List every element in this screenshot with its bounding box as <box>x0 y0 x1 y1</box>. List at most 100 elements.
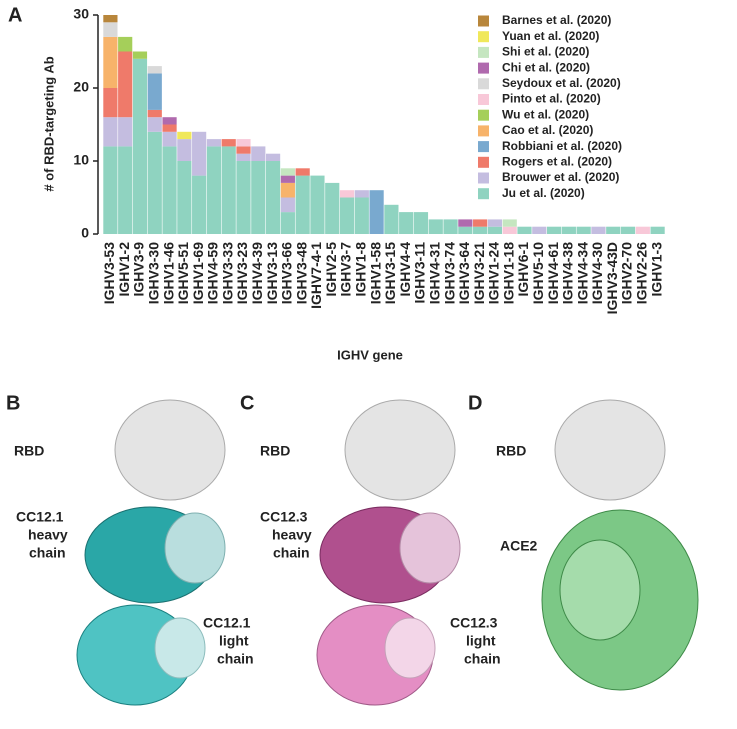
panel-label: A <box>8 4 22 26</box>
structure-label: heavy <box>272 527 312 543</box>
bar-segment <box>620 226 636 234</box>
legend-label: Robbiani et al. (2020) <box>502 139 622 153</box>
x-tick-label: IGHV2-5 <box>323 242 339 297</box>
bar-segment <box>192 175 207 234</box>
structure-c <box>316 399 461 706</box>
bar-segment <box>103 15 118 23</box>
bar-segment <box>206 139 222 147</box>
bar-segment <box>162 117 177 125</box>
bar-segment <box>576 226 591 234</box>
legend-swatch <box>478 125 489 137</box>
bar-segment <box>132 58 148 234</box>
bar-segment <box>606 226 621 234</box>
x-tick-label: IGHV4-34 <box>574 242 590 304</box>
bar-segment <box>177 139 192 161</box>
bar-segment <box>473 226 488 234</box>
structure-label: light <box>219 633 249 649</box>
bar-segment <box>192 131 207 176</box>
bar-segment <box>354 190 369 198</box>
bar-segment <box>546 226 562 234</box>
x-tick-label: IGHV3-33 <box>219 242 235 304</box>
x-tick-label: IGHV1-69 <box>190 242 206 304</box>
bar-segment <box>487 226 503 234</box>
y-tick-label: 10 <box>73 152 89 168</box>
x-tick-label: IGHV3-30 <box>145 242 161 304</box>
structure-label: light <box>466 633 496 649</box>
structure-label: CC12.3 <box>260 509 308 525</box>
structure-label: ACE2 <box>500 538 538 554</box>
bar-segment <box>443 219 458 234</box>
bar-segment <box>147 109 162 118</box>
bar-segment <box>147 131 162 234</box>
legend-label: Yuan et al. (2020) <box>502 29 599 43</box>
bar-segment <box>487 219 503 227</box>
structure-label: RBD <box>496 443 526 459</box>
legend-swatch <box>478 188 489 200</box>
bar-segment <box>103 88 118 118</box>
bar-segment <box>325 182 340 234</box>
structure-label: chain <box>217 651 254 667</box>
bar-segment <box>236 146 251 154</box>
bar-segment <box>147 66 162 74</box>
panel-label: D <box>468 392 482 414</box>
bar-segment <box>103 22 118 37</box>
bar-segment <box>532 226 547 234</box>
x-tick-label: IGHV4-31 <box>426 242 442 304</box>
panel-label: B <box>6 392 20 414</box>
bar-segment <box>384 204 399 234</box>
y-axis-title: # of RBD-targeting Ab <box>41 56 56 191</box>
structure-d <box>541 399 699 691</box>
legend-label: Ju et al. (2020) <box>502 186 585 200</box>
bar-segment <box>221 146 236 234</box>
bar-segment <box>206 146 222 234</box>
y-tick-label: 20 <box>73 79 89 95</box>
y-tick-label: 0 <box>81 225 89 241</box>
bar-segment <box>236 161 251 234</box>
bar-segment <box>280 197 295 213</box>
bar-segment <box>280 175 295 183</box>
structure-label: RBD <box>260 443 290 459</box>
structure-label: chain <box>273 545 310 561</box>
bar-segment <box>399 212 414 234</box>
bar-segment <box>561 226 576 234</box>
x-tick-label: IGHV1-46 <box>160 242 176 304</box>
x-tick-label: IGHV3-66 <box>279 242 295 304</box>
x-tick-label: IGHV1-8 <box>353 242 369 297</box>
y-tick-label: 30 <box>73 6 89 22</box>
legend-label: Rogers et al. (2020) <box>502 154 612 168</box>
x-tick-label: IGHV5-10 <box>530 242 546 304</box>
x-tick-label: IGHV4-4 <box>397 242 413 297</box>
bar-segment <box>118 146 133 234</box>
legend-swatch <box>478 62 489 74</box>
x-tick-label: IGHV3-43D <box>604 242 620 314</box>
bar-segment <box>428 219 443 234</box>
legend-label: Shi et al. (2020) <box>502 45 589 59</box>
bar-segment <box>236 139 251 147</box>
bar-segment <box>650 226 665 234</box>
x-tick-label: IGHV2-70 <box>619 242 635 304</box>
panel-label: C <box>240 392 254 414</box>
legend-label: Barnes et al. (2020) <box>502 13 611 27</box>
legend-swatch <box>478 141 489 153</box>
legend-swatch <box>478 46 489 58</box>
bar-segment <box>118 51 133 118</box>
legend-swatch <box>478 94 489 105</box>
bar-segment <box>339 197 355 234</box>
x-tick-label: IGHV2-26 <box>634 242 650 304</box>
bar-segment <box>339 190 355 198</box>
bar-segment <box>591 226 606 234</box>
legend-swatch <box>478 78 489 90</box>
x-tick-label: IGHV7-4-1 <box>308 242 324 309</box>
bar-segment <box>295 168 310 176</box>
x-tick-label: IGHV3-64 <box>456 242 472 304</box>
bar-segment <box>517 226 532 234</box>
legend-label: Brouwer et al. (2020) <box>502 170 619 184</box>
x-tick-label: IGHV1-24 <box>486 242 502 304</box>
bar-segment <box>103 36 118 88</box>
bar-segment <box>265 161 281 234</box>
bar-segment <box>251 161 266 234</box>
structure-label: CC12.1 <box>203 615 251 631</box>
legend-swatch <box>478 172 489 184</box>
bar-segment <box>251 146 266 161</box>
x-tick-label: IGHV3-74 <box>441 242 457 304</box>
